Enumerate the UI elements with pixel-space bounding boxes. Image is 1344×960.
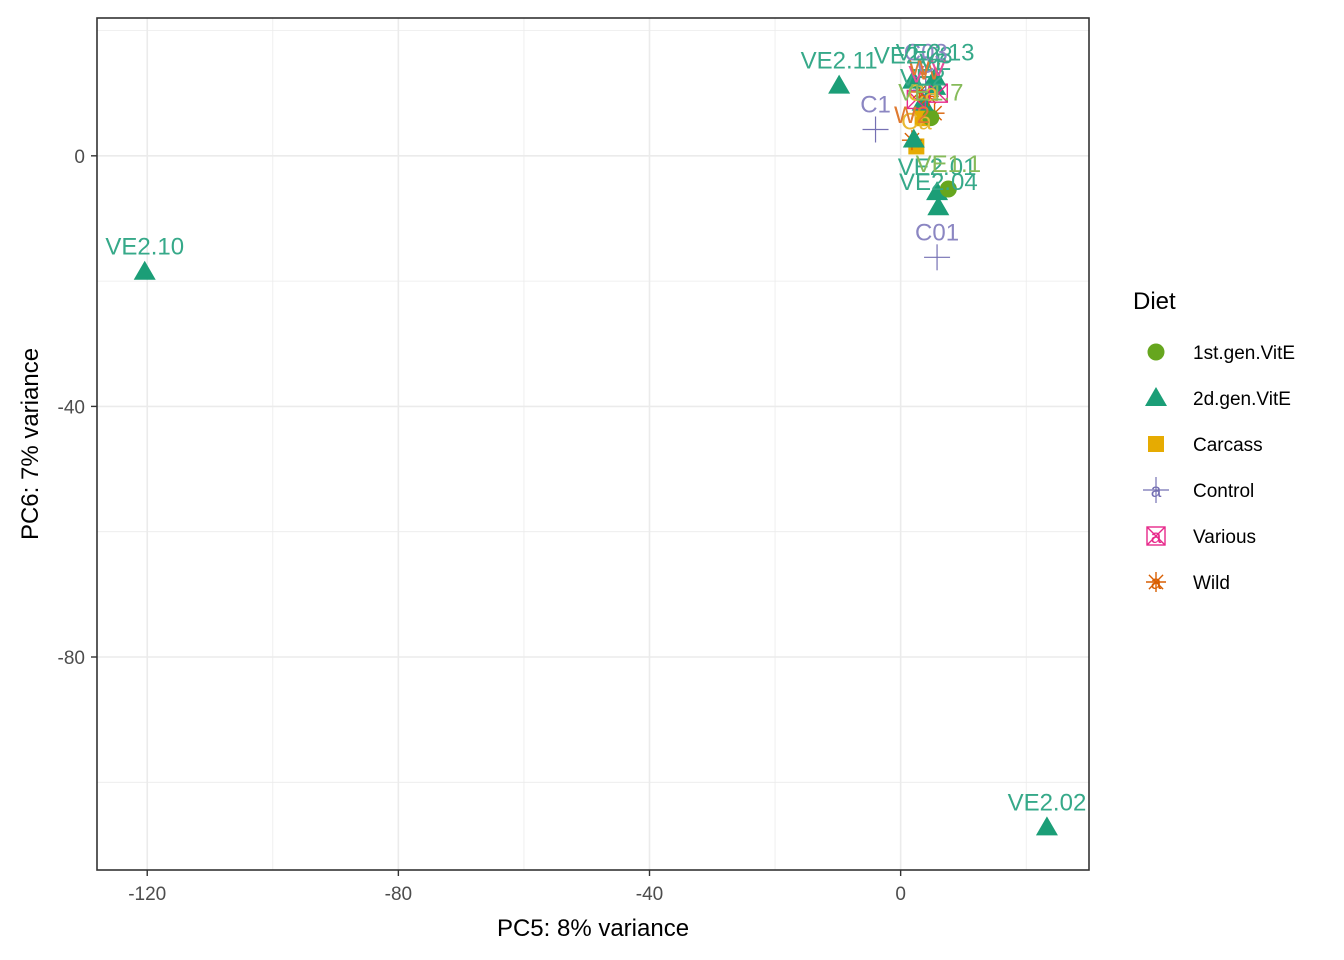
y-axis-ticks: 0 -40 -80 [58,147,97,669]
data-point [133,260,156,280]
point-label: VE2.10 [105,234,184,261]
point-label: Ca [907,80,938,107]
point-label: C03 [904,40,948,67]
legend-item: a Carcass [1148,435,1263,456]
y-tick-label: -80 [58,648,85,669]
point-label: V [930,55,946,82]
x-tick-label: -120 [128,884,166,905]
point-label: VE1.1 [916,151,981,178]
data-point [922,109,940,127]
data-point [862,116,889,143]
legend-label: Wild [1193,573,1230,594]
panel-background [97,18,1089,870]
legend-label: Carcass [1193,435,1263,456]
data-point [939,180,957,198]
data-points [133,64,1058,836]
legend-key-letter: a [1151,573,1162,594]
legend-key-letter: a [1151,389,1162,410]
legend-key [1145,387,1167,406]
data-point [926,181,949,201]
legend-item: a Wild [1146,572,1230,594]
data-point [911,91,934,111]
point-label: C01 [915,219,959,246]
point-label: VE2.11 [801,48,878,75]
y-tick-label: 0 [74,147,85,168]
legend-key [1146,572,1166,592]
point-label: VE2 [900,65,945,92]
legend-key-letter: a [1151,481,1162,502]
point-label: C1 [860,92,891,119]
data-point [924,244,951,271]
legend-label: 2d.gen.VitE [1193,389,1291,410]
x-tick-label: -40 [636,884,663,905]
point-label: VE1.7 [898,80,963,107]
point-label: VE2.13 [896,40,975,67]
point-label: C [917,52,934,79]
panel-border [96,17,1090,871]
point-label: VE2.08 [874,43,953,70]
x-axis-ticks: -120 -80 -40 0 [128,870,906,905]
legend-label: 1st.gen.VitE [1193,343,1295,364]
point-label: W2 [894,102,930,129]
legend-label: Control [1193,481,1254,502]
point-label: VE2.02 [1008,789,1087,816]
y-tick-label: -40 [58,397,85,418]
point-label: W [918,58,941,85]
data-point [927,196,950,216]
legend-key [1147,343,1165,361]
legend-key-letter: a [1151,527,1162,548]
data-point [902,69,925,89]
legend-key [1143,477,1169,503]
point-label: VE [919,49,951,76]
data-point [1035,816,1058,836]
point-label: V [908,61,924,88]
x-tick-label: -80 [385,884,412,905]
x-axis-title: PC5: 8% variance [497,915,689,942]
legend-key [1146,526,1166,546]
legend-label: Various [1193,527,1256,548]
grid-major [97,18,1089,870]
y-axis-title: PC6: 7% variance [17,348,44,540]
grid-minor [97,18,1089,870]
legend-key-letter: a [1151,435,1162,456]
legend-item: a Various [1146,526,1256,548]
legend-key-letter: a [1151,343,1162,364]
legend-title: Diet [1133,288,1176,315]
data-point [902,128,925,148]
legend: Diet a 1st.gen.VitE a 2d.gen.VitE a Carcass a C… [1133,288,1295,594]
legend-item: a 1st.gen.VitE [1147,343,1295,364]
point-label: W [908,54,931,81]
legend-item: a Control [1143,477,1254,503]
point-label: VE2.01 [898,154,977,181]
point-label: VE2.04 [899,169,978,196]
legend-key [1148,436,1164,452]
point-label: Ca [901,108,932,135]
x-tick-label: 0 [895,884,906,905]
legend-item: a 2d.gen.VitE [1145,387,1291,410]
data-point [828,74,851,94]
data-point [924,66,947,86]
